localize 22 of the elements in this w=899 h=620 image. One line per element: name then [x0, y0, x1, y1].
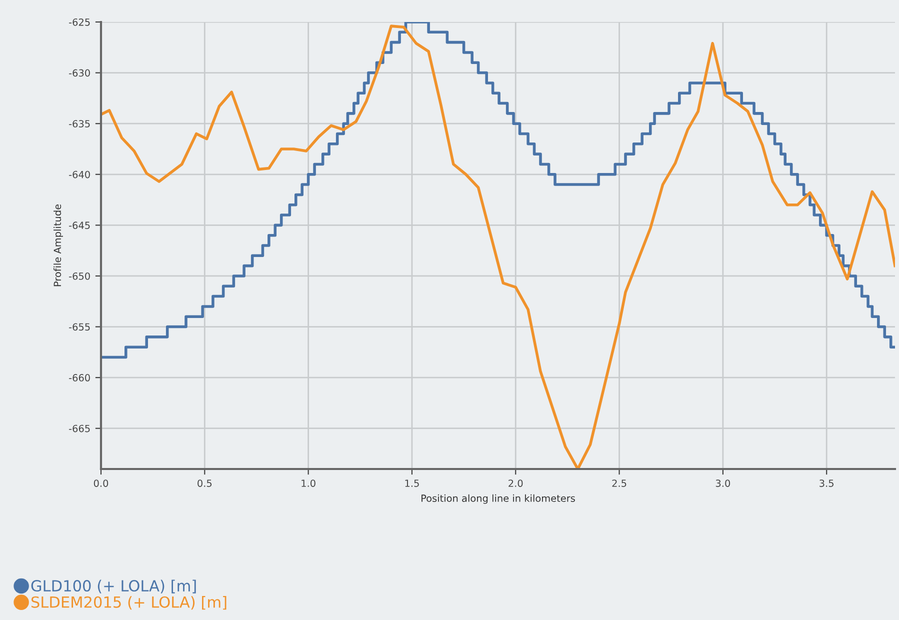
y-tick-label: -655 — [68, 323, 90, 331]
y-tick-label: -625 — [68, 18, 90, 26]
x-tick-label: 1.5 — [405, 480, 419, 487]
y-tick-label: -645 — [68, 222, 90, 230]
x-tick-label: 2.5 — [612, 480, 626, 487]
y-tick-label: -660 — [68, 374, 90, 382]
y-tick-label: -635 — [68, 120, 90, 128]
y-tick-label: -665 — [68, 424, 90, 432]
x-tick-label: 3.0 — [716, 480, 730, 487]
y-tick-label: -640 — [68, 170, 90, 178]
x-axis-title: Position along line in kilometers — [422, 494, 575, 504]
line-series — [101, 24, 895, 469]
x-tick-label: 0.5 — [198, 480, 212, 487]
legend-label: SLDEM2015 (+ LOLA) [m] — [31, 596, 226, 610]
x-tick-label: 0.0 — [94, 480, 108, 487]
x-tick-label: 2.0 — [508, 480, 523, 487]
x-tick-label: 3.5 — [820, 480, 834, 487]
legend-label: GLD100 (+ LOLA) [m] — [31, 580, 196, 594]
y-tick-label: -650 — [68, 272, 90, 280]
x-tick-label: 1.0 — [302, 480, 316, 487]
y-tick-label: -630 — [68, 69, 90, 77]
y-axis-title: Profile Amplitude — [54, 204, 63, 286]
